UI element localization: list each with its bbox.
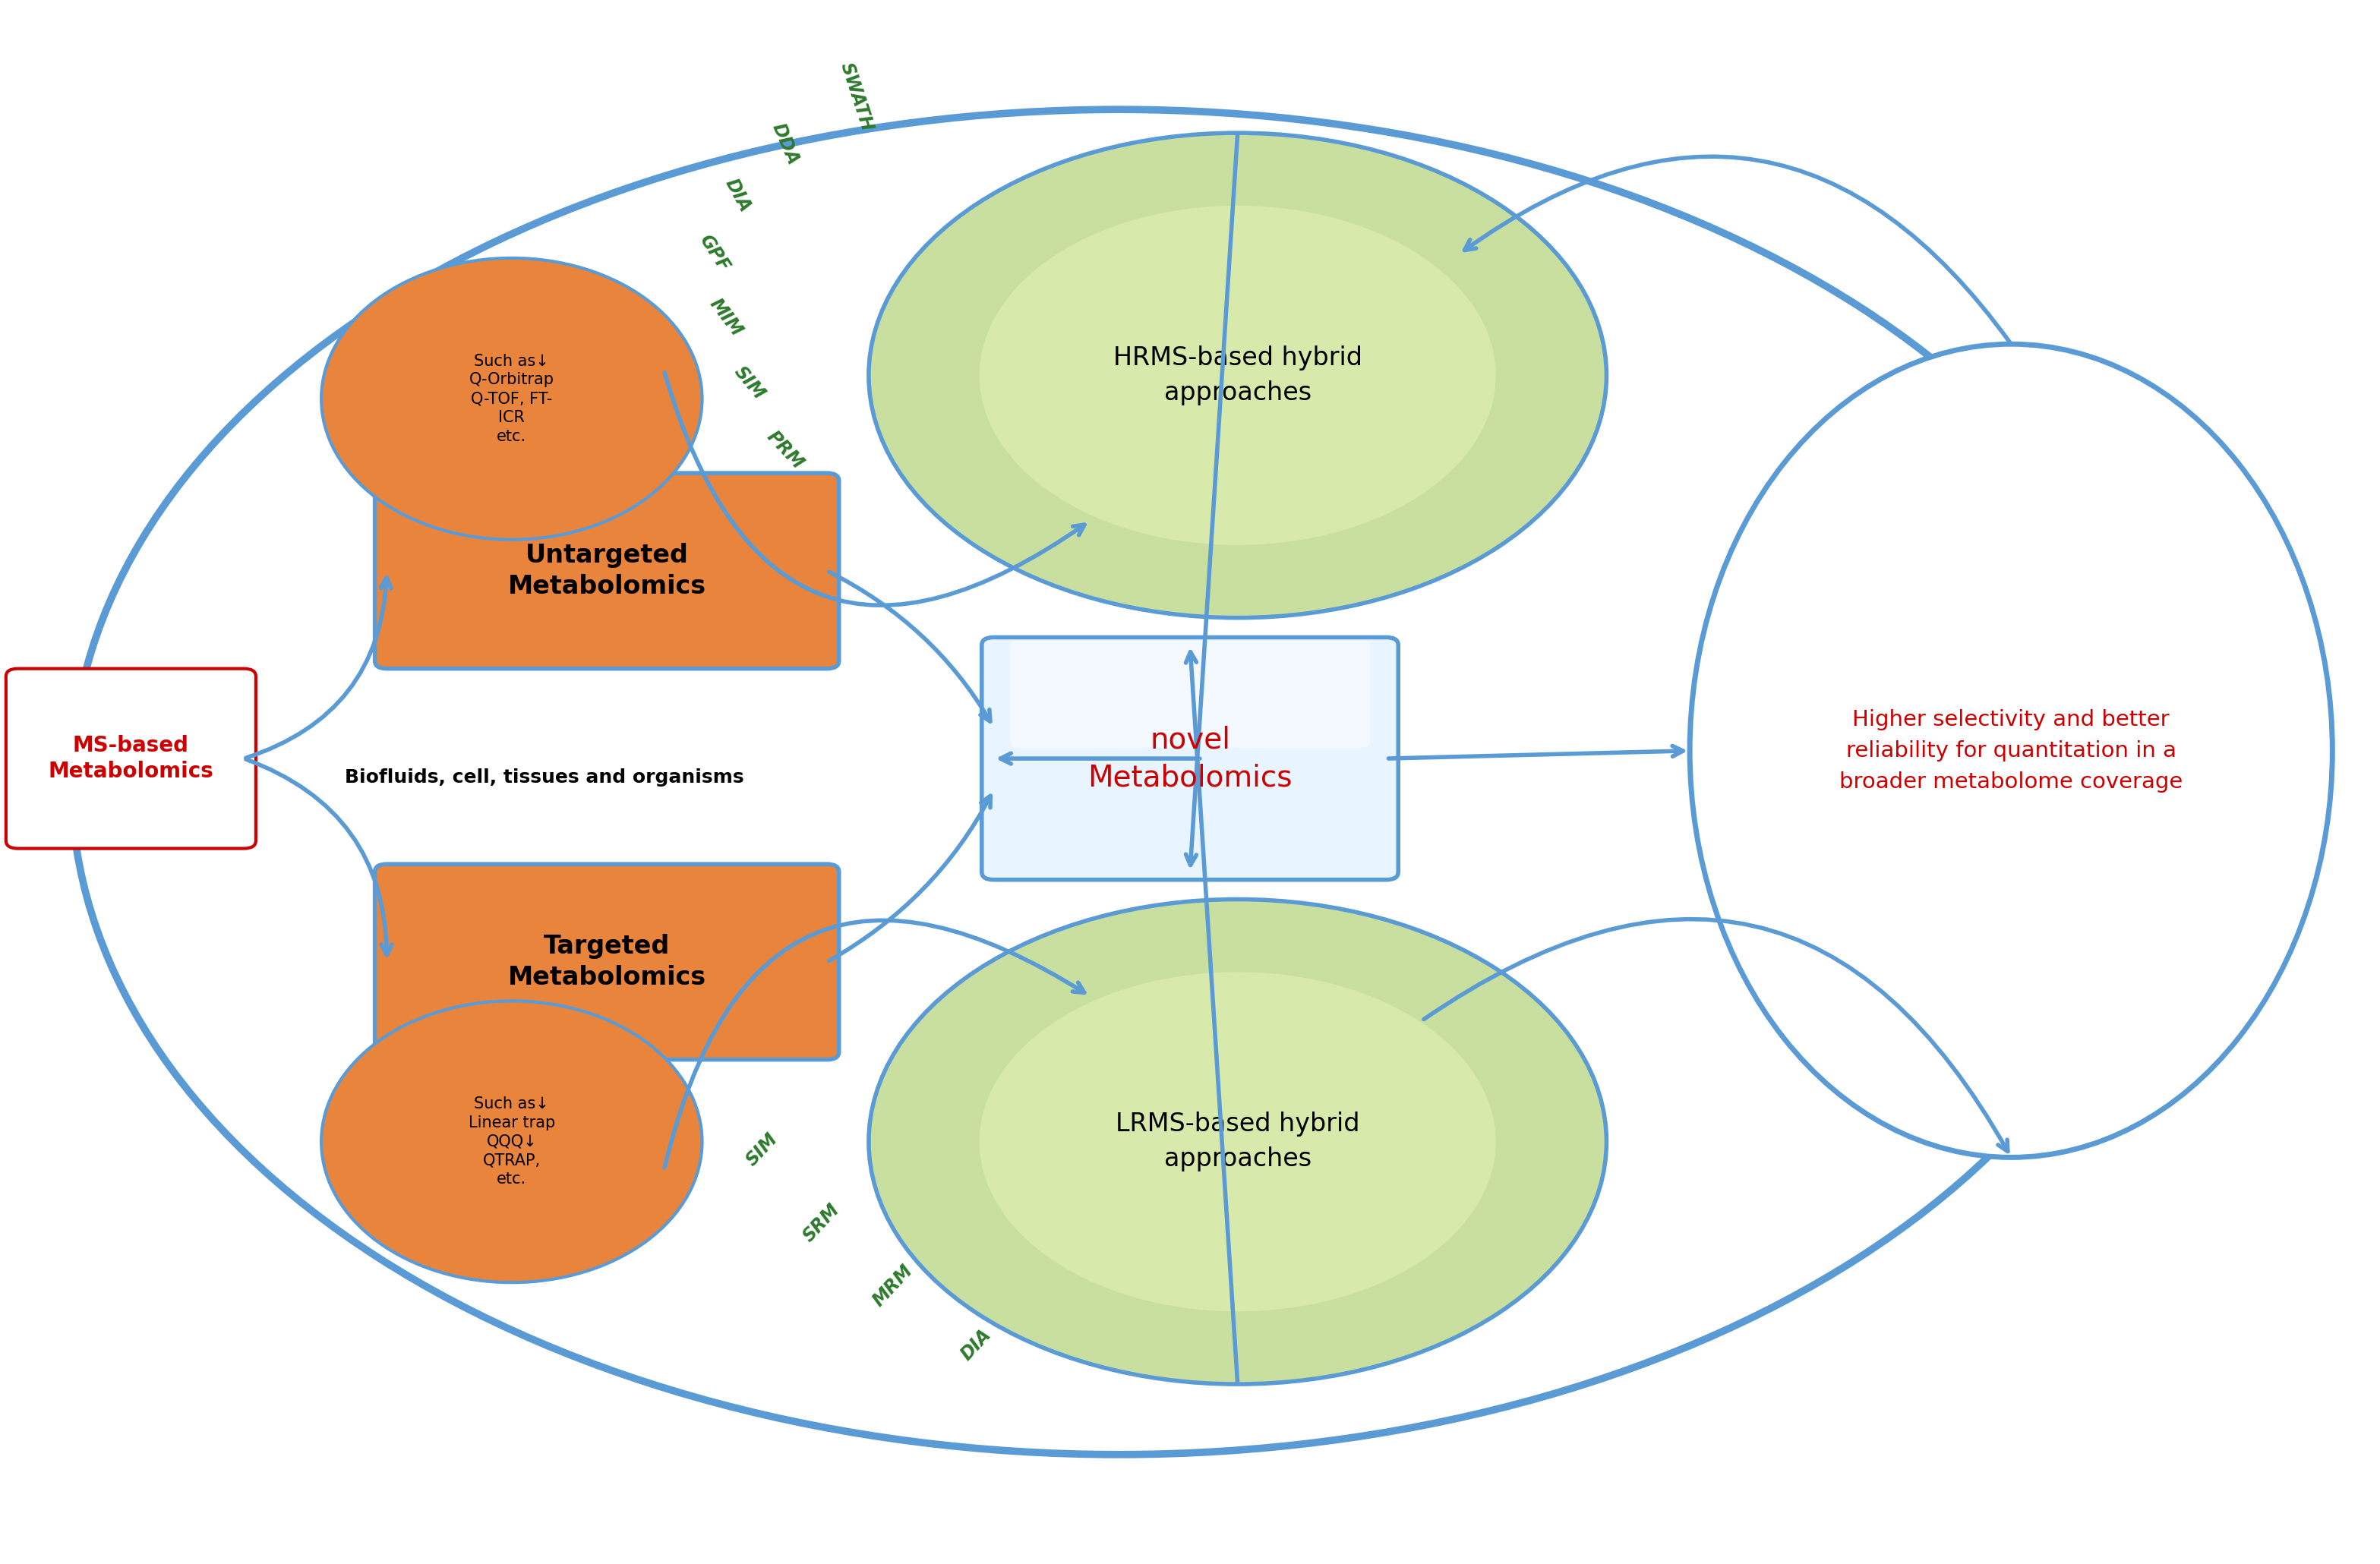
- FancyBboxPatch shape: [5, 669, 257, 848]
- Text: Higher selectivity and better
reliability for quantitation in a
broader metabolo: Higher selectivity and better reliabilit…: [1840, 708, 2182, 793]
- FancyBboxPatch shape: [1012, 641, 1371, 748]
- Text: Targeted
Metabolomics: Targeted Metabolomics: [507, 934, 707, 990]
- FancyBboxPatch shape: [981, 638, 1399, 879]
- Ellipse shape: [321, 258, 702, 540]
- Text: HRMS-based hybrid
approaches: HRMS-based hybrid approaches: [1114, 346, 1361, 405]
- Text: novel
Metabolomics: novel Metabolomics: [1088, 726, 1292, 791]
- Ellipse shape: [869, 133, 1607, 618]
- Text: SRM: SRM: [800, 1201, 843, 1245]
- Text: GPF: GPF: [695, 231, 733, 275]
- Text: MS-based
Metabolomics: MS-based Metabolomics: [48, 735, 214, 782]
- Text: LRMS-based hybrid
approaches: LRMS-based hybrid approaches: [1116, 1112, 1359, 1171]
- Text: DIA: DIA: [957, 1326, 995, 1364]
- Ellipse shape: [981, 206, 1497, 546]
- Ellipse shape: [981, 971, 1497, 1311]
- FancyBboxPatch shape: [376, 474, 840, 669]
- Text: SIM: SIM: [731, 363, 769, 404]
- Text: SWATH: SWATH: [838, 61, 876, 133]
- Text: PRM: PRM: [764, 429, 807, 472]
- Text: Untargeted
Metabolomics: Untargeted Metabolomics: [507, 543, 707, 599]
- Text: DIA: DIA: [721, 175, 754, 216]
- FancyBboxPatch shape: [376, 863, 840, 1060]
- Text: MRM: MRM: [869, 1261, 916, 1311]
- Text: Such as↓
Q-Orbitrap
Q-TOF, FT-
ICR
etc.: Such as↓ Q-Orbitrap Q-TOF, FT- ICR etc.: [469, 353, 555, 444]
- Text: DDA: DDA: [769, 120, 802, 167]
- Ellipse shape: [869, 899, 1607, 1384]
- Text: Such as↓
Linear trap
QQQ↓
QTRAP,
etc.: Such as↓ Linear trap QQQ↓ QTRAP, etc.: [469, 1096, 555, 1187]
- Ellipse shape: [1690, 344, 2332, 1157]
- Text: MIM: MIM: [707, 296, 745, 339]
- Text: Biofluids, cell, tissues and organisms: Biofluids, cell, tissues and organisms: [345, 768, 745, 787]
- Text: SIM: SIM: [743, 1129, 781, 1170]
- Ellipse shape: [321, 1001, 702, 1282]
